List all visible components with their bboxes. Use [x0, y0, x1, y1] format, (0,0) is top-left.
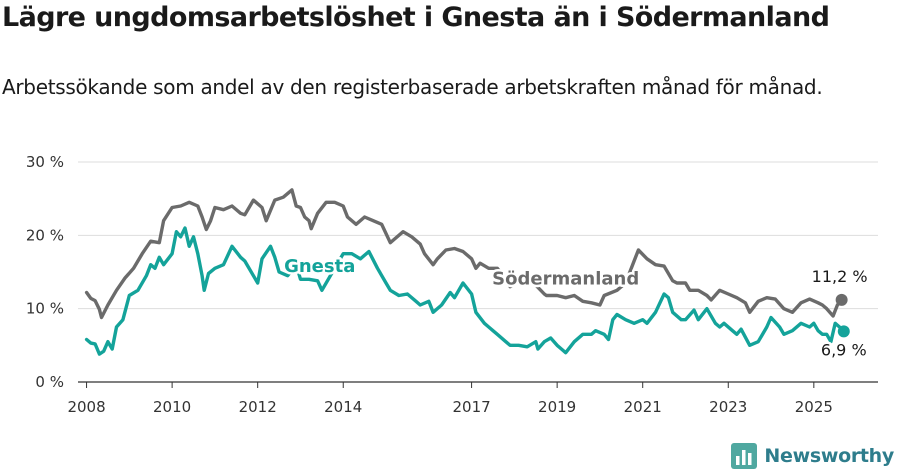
brand-logo: Newsworthy	[730, 442, 894, 470]
brand-name: Newsworthy	[764, 445, 894, 467]
series-line-sdermanland	[84, 188, 844, 320]
end-label-sodermanland: 11,2 %	[812, 267, 868, 286]
series-label-sodermanland-halo: Södermanland	[492, 268, 639, 289]
x-tick-label: 2025	[795, 398, 833, 416]
series-label-sodermanland: Södermanland	[492, 268, 639, 289]
x-tick-label: 2014	[324, 398, 362, 416]
series-line-gnesta	[84, 226, 846, 356]
chart-title: Lägre ungdomsarbetslöshet i Gnesta än i …	[2, 2, 830, 33]
y-tick-label: 0 %	[35, 373, 64, 391]
line-chart: 0 % 10 % 20 % 30 % 2008 2010 2012 2014 2017 2019 2…	[26, 153, 878, 416]
x-tick-label: 2008	[67, 398, 105, 416]
x-tick-label: 2021	[624, 398, 662, 416]
x-tick-label: 2012	[239, 398, 277, 416]
x-tick-label: 2010	[153, 398, 191, 416]
end-label-gnesta-halo: 6,9 %	[821, 340, 867, 359]
series-endpoint-sdermanland	[835, 293, 848, 306]
end-label-sodermanland-halo: 11,2 %	[812, 267, 868, 286]
x-tick-label: 2017	[452, 398, 490, 416]
chart-subtitle: Arbetssökande som andel av den registerb…	[2, 75, 823, 99]
bar-chart-logo-icon	[731, 443, 758, 469]
series-label-gnesta-halo: Gnesta	[284, 256, 355, 277]
x-tick-label: 2019	[538, 398, 576, 416]
y-tick-label: 20 %	[26, 226, 64, 244]
series-endpoint-gnesta	[837, 325, 850, 338]
x-tick-label: 2023	[709, 398, 747, 416]
y-tick-label: 10 %	[26, 300, 64, 318]
y-tick-label: 30 %	[26, 153, 64, 171]
series-label-gnesta: Gnesta	[284, 256, 355, 277]
end-label-gnesta: 6,9 %	[821, 340, 867, 359]
